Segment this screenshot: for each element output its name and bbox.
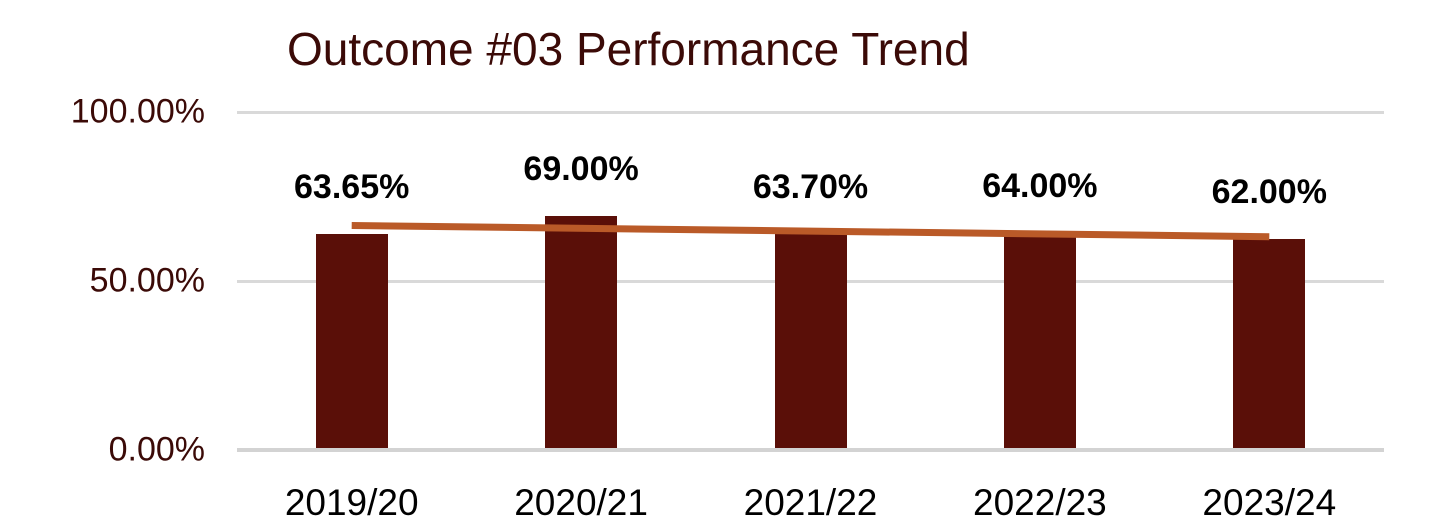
x-tick-label: 2019/20: [284, 482, 419, 523]
gridline: [237, 111, 1384, 114]
bar: [545, 215, 618, 448]
x-tick-label: 2023/24: [1202, 482, 1337, 523]
bar: [774, 233, 847, 448]
bar-data-label: 63.70%: [752, 167, 869, 206]
bar-data-label: 69.00%: [523, 149, 639, 188]
bar-data-label: 62.00%: [1211, 173, 1327, 212]
bar: [315, 233, 388, 448]
chart-title: Outcome #03 Performance Trend: [287, 23, 970, 75]
y-tick-label: 50.00%: [89, 261, 205, 300]
bar-data-label: 64.00%: [982, 166, 1098, 205]
x-tick-label: 2021/22: [743, 482, 878, 523]
y-tick-label: 0.00%: [108, 430, 205, 469]
bar: [1003, 232, 1076, 448]
x-tick-label: 2020/21: [514, 482, 648, 523]
y-tick-label: 100.00%: [70, 92, 205, 131]
bar: [1233, 239, 1306, 448]
bar-data-label: 63.65%: [294, 167, 410, 206]
x-axis-line: [237, 448, 1384, 452]
x-tick-label: 2022/23: [973, 482, 1107, 523]
